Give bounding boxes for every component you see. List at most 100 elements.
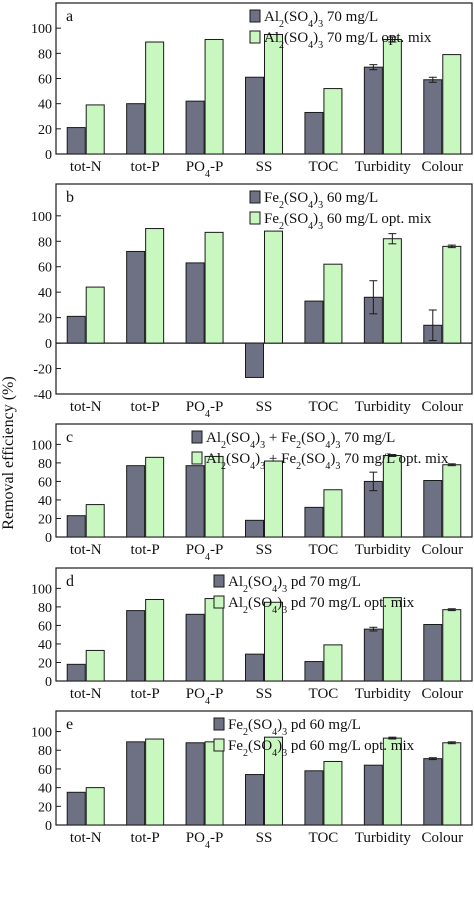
- bar-treatment: [185, 742, 205, 826]
- bar-treatment: [185, 465, 205, 538]
- category-label: Colour: [421, 159, 463, 175]
- bar-treatment: [304, 661, 324, 682]
- y-tick-label: 100: [31, 726, 52, 741]
- y-tick-label: 60: [38, 73, 52, 88]
- bar-opt-mix: [382, 38, 402, 155]
- category-label: tot-P: [131, 686, 160, 702]
- bar-treatment: [304, 770, 324, 826]
- bar-opt-mix: [323, 644, 343, 682]
- panel-c: c 0 20 40 60 80 100 tot-N tot-P PO4-P SS TOC Turbidi…: [31, 423, 473, 563]
- bar-opt-mix: [382, 454, 402, 538]
- category-label: SS: [256, 542, 273, 558]
- bar-opt-mix: [204, 741, 224, 826]
- category-label: SS: [256, 399, 273, 415]
- bar-opt-mix: [204, 455, 224, 538]
- y-tick-label: 60: [38, 261, 52, 276]
- bar-opt-mix: [264, 460, 283, 538]
- legend-label: Al2(SO4)3 70 mg/L opt. mix: [264, 30, 432, 51]
- y-tick-label: 100: [31, 582, 52, 597]
- bar-treatment: [363, 628, 383, 682]
- bar-opt-mix: [85, 104, 105, 155]
- bar-opt-mix: [145, 598, 165, 682]
- legend-swatch: [249, 30, 261, 44]
- panel-d: d 0 20 40 60 80 100 tot-N tot-P PO4-P SS TOC Turbidi…: [31, 567, 473, 707]
- legend-swatch: [213, 574, 225, 588]
- bar-opt-mix: [204, 231, 224, 344]
- bar-treatment: [126, 465, 146, 538]
- category-label: Colour: [421, 399, 463, 415]
- category-label: Turbidity: [355, 542, 412, 558]
- bar-opt-mix: [204, 38, 224, 155]
- y-tick-label: 40: [38, 98, 52, 113]
- bar-treatment: [363, 764, 383, 826]
- y-tick-label: -40: [33, 388, 52, 403]
- bar-treatment: [423, 624, 443, 682]
- bar-treatment: [423, 758, 443, 826]
- category-label: Colour: [421, 542, 463, 558]
- bar-opt-mix: [442, 742, 462, 826]
- y-tick-label: 20: [38, 800, 52, 815]
- legend-swatch: [249, 211, 261, 225]
- y-tick-label: 80: [38, 235, 52, 250]
- bar-treatment: [304, 506, 324, 538]
- bar-opt-mix: [382, 597, 402, 682]
- legend-label: Fe2(SO4)3 60 mg/L: [264, 190, 378, 211]
- bar-treatment: [185, 613, 205, 682]
- bar-opt-mix: [442, 54, 462, 155]
- bar-treatment: [245, 653, 264, 682]
- category-label: tot-P: [131, 830, 160, 846]
- bar-treatment: [423, 79, 443, 155]
- category-label: PO4-P: [186, 399, 224, 420]
- bar-treatment: [363, 66, 383, 155]
- bar-treatment: [245, 76, 264, 155]
- legend-label: Al2(SO4)3 pd 70 mg/L opt. mix: [228, 595, 415, 616]
- y-tick-label: 0: [45, 337, 52, 352]
- category-label: tot-P: [131, 399, 160, 415]
- bar-opt-mix: [145, 41, 165, 155]
- bar-opt-mix: [323, 760, 343, 826]
- bar-treatment: [66, 515, 86, 538]
- y-tick-label: 80: [38, 457, 52, 472]
- bar-treatment: [245, 342, 264, 378]
- y-tick-label: 0: [45, 531, 52, 546]
- bar-opt-mix: [145, 456, 165, 538]
- legend-swatch: [213, 717, 225, 731]
- bar-treatment: [66, 127, 86, 155]
- y-tick-label: 60: [38, 475, 52, 490]
- category-label: SS: [256, 686, 273, 702]
- bar-opt-mix: [145, 228, 165, 344]
- category-label: tot-N: [70, 399, 102, 415]
- bar-treatment: [126, 250, 146, 344]
- category-label: SS: [256, 830, 273, 846]
- bar-opt-mix: [204, 598, 224, 682]
- bar-treatment: [245, 774, 264, 826]
- y-tick-label: 80: [38, 601, 52, 616]
- bar-treatment: [126, 103, 146, 155]
- bar-opt-mix: [264, 601, 283, 682]
- category-label: Colour: [421, 686, 463, 702]
- y-tick-label: 40: [38, 286, 52, 301]
- bar-opt-mix: [442, 609, 462, 682]
- category-label: PO4-P: [186, 159, 224, 180]
- category-label: PO4-P: [186, 830, 224, 851]
- bar-opt-mix: [442, 464, 462, 538]
- category-label: Turbidity: [355, 830, 412, 846]
- y-tick-label: 100: [31, 438, 52, 453]
- legend-label: Al2(SO4)3 pd 70 mg/L: [228, 574, 361, 595]
- y-tick-label: 40: [38, 494, 52, 509]
- category-label: tot-N: [70, 830, 102, 846]
- bar-opt-mix: [264, 736, 283, 826]
- panel-letter: d: [66, 573, 74, 590]
- legend-label: Fe2(SO4)3 pd 60 mg/L opt. mix: [228, 738, 415, 759]
- bar-opt-mix: [145, 738, 165, 826]
- y-tick-label: 0: [45, 819, 52, 834]
- bar-opt-mix: [442, 245, 462, 344]
- bar-opt-mix: [323, 489, 343, 538]
- legend-label: Fe2(SO4)3 pd 60 mg/L: [228, 717, 361, 738]
- category-label: tot-P: [131, 159, 160, 175]
- legend-label: Fe2(SO4)3 60 mg/L opt. mix: [264, 211, 432, 232]
- panel-a: a 0 20 40 60 80 100 tot-N tot-P PO4-P SS TOC Turbidi…: [31, 2, 473, 180]
- legend-swatch: [249, 190, 261, 204]
- panel-frame: [55, 183, 473, 395]
- category-label: TOC: [309, 830, 339, 846]
